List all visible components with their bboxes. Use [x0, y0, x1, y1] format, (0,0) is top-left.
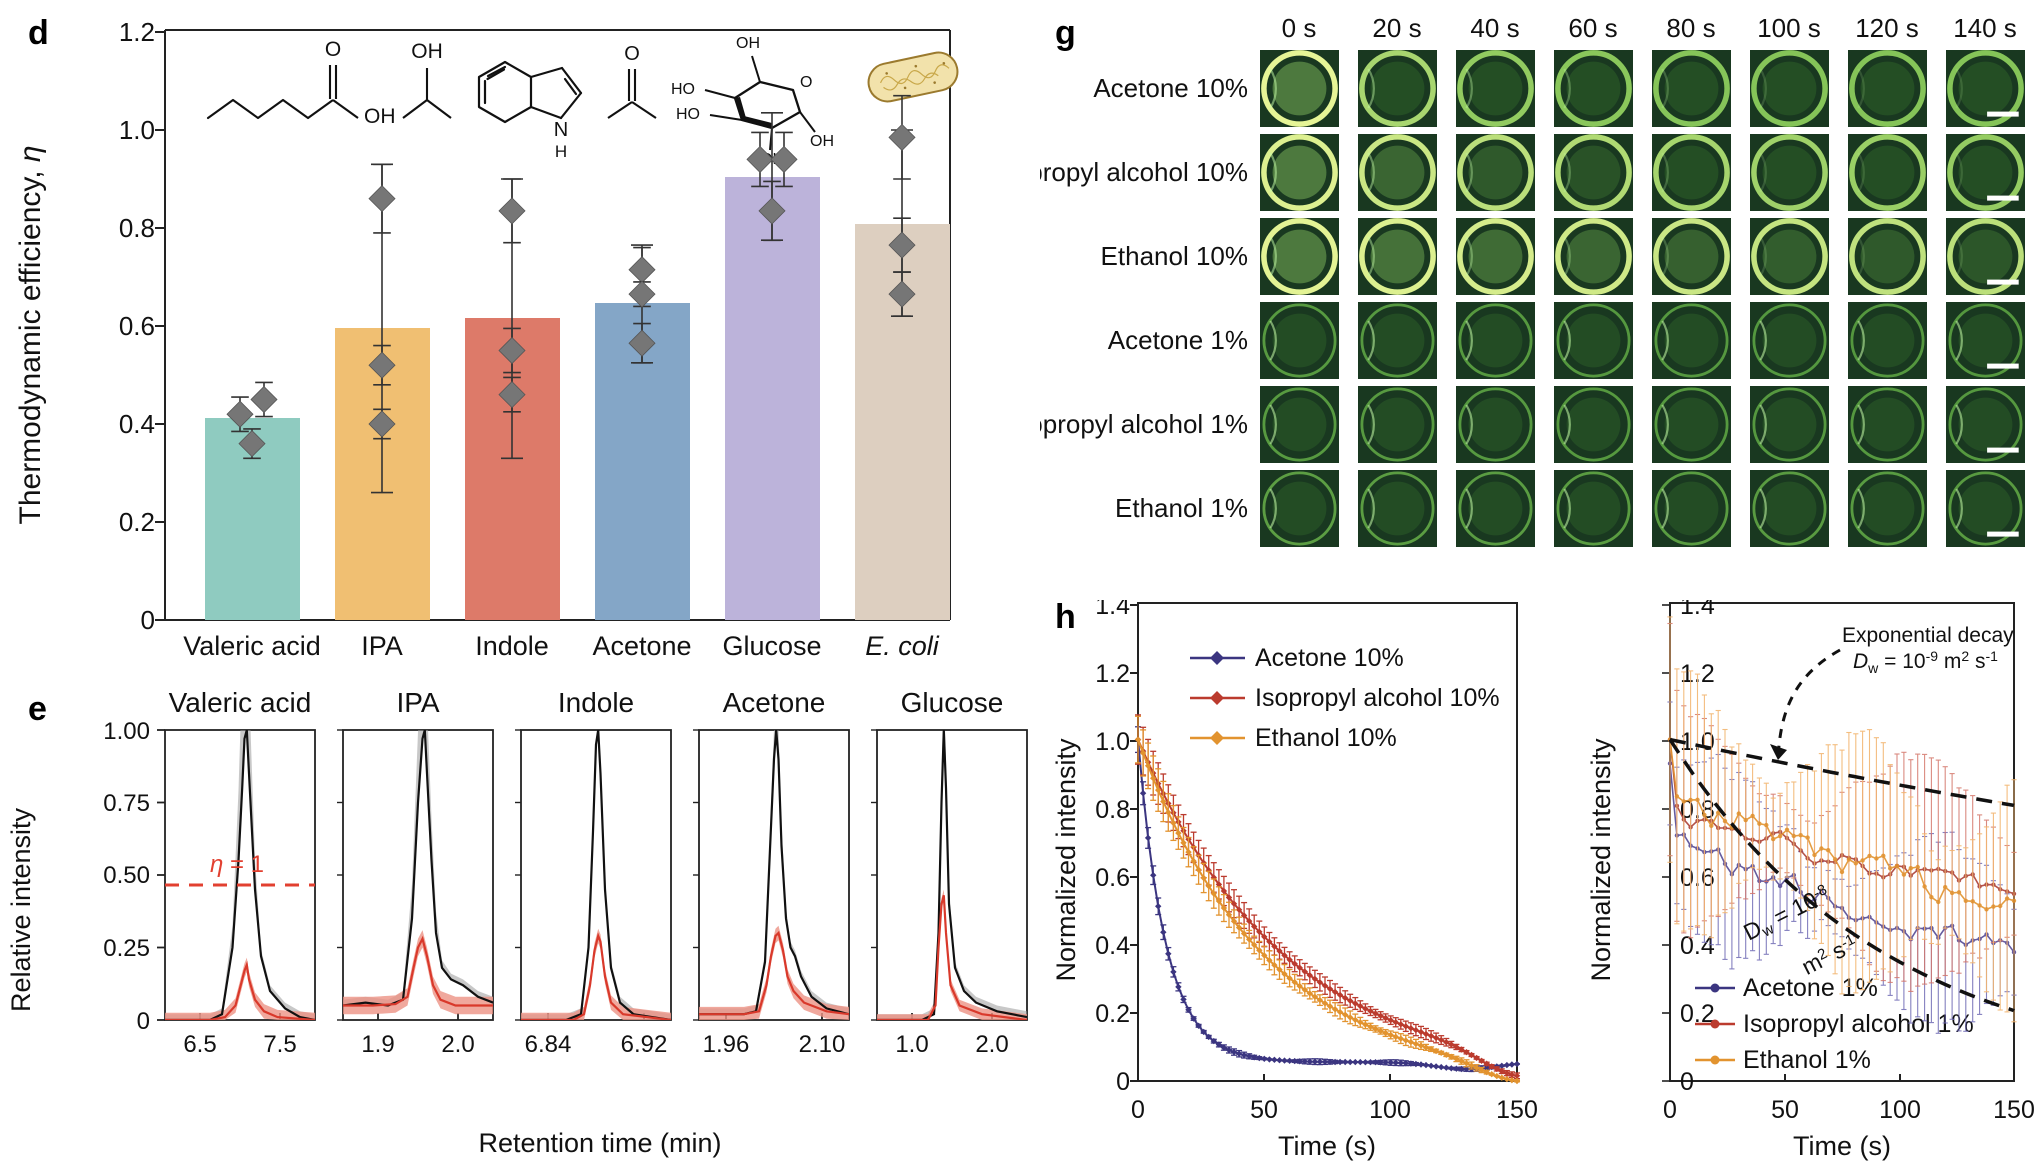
svg-text:50: 50: [1250, 1096, 1278, 1124]
svg-text:1.0: 1.0: [1095, 728, 1130, 756]
svg-text:6.84: 6.84: [525, 1031, 572, 1058]
svg-text:m2 s-1: m2 s-1: [1797, 930, 1861, 980]
svg-text:Thermodynamic efficiency, η: Thermodynamic efficiency, η: [14, 145, 47, 524]
svg-text:Acetone: Acetone: [592, 631, 691, 660]
svg-text:2.0: 2.0: [441, 1031, 474, 1058]
svg-text:OH: OH: [736, 35, 760, 52]
svg-text:Glucose: Glucose: [722, 631, 821, 660]
svg-text:1.96: 1.96: [703, 1031, 750, 1058]
svg-text:2.0: 2.0: [975, 1031, 1008, 1058]
svg-text:0: 0: [1663, 1096, 1677, 1124]
svg-text:0.75: 0.75: [103, 790, 150, 817]
svg-text:N: N: [554, 119, 568, 141]
svg-text:150: 150: [1496, 1096, 1538, 1124]
svg-text:0: 0: [137, 1008, 150, 1035]
svg-text:0: 0: [141, 605, 155, 635]
svg-text:HO: HO: [671, 81, 695, 98]
svg-text:Isopropyl alcohol 10%: Isopropyl alcohol 10%: [1255, 684, 1500, 712]
svg-text:40 s: 40 s: [1470, 13, 1519, 43]
svg-text:100: 100: [1879, 1096, 1921, 1124]
svg-text:O: O: [800, 74, 812, 91]
svg-text:0.25: 0.25: [103, 935, 150, 962]
svg-text:1.9: 1.9: [361, 1031, 394, 1058]
svg-text:1.4: 1.4: [1680, 600, 1715, 620]
svg-text:0.4: 0.4: [119, 409, 155, 439]
svg-text:Retention time (min): Retention time (min): [478, 1128, 721, 1158]
svg-text:Isopropyl alcohol 10%: Isopropyl alcohol 10%: [1040, 157, 1248, 187]
svg-text:0.50: 0.50: [103, 862, 150, 889]
svg-text:Acetone: Acetone: [723, 690, 826, 718]
svg-text:Exponential decay: Exponential decay: [1842, 624, 2014, 647]
svg-text:1.0: 1.0: [119, 115, 155, 145]
svg-text:Normalized intensity: Normalized intensity: [1051, 738, 1081, 982]
svg-text:E. coli: E. coli: [865, 631, 940, 660]
svg-text:Relative intensity: Relative intensity: [6, 807, 36, 1012]
svg-text:Glucose: Glucose: [901, 690, 1004, 718]
svg-text:IPA: IPA: [361, 631, 403, 660]
svg-text:H: H: [555, 142, 567, 161]
svg-text:0.4: 0.4: [1680, 932, 1715, 960]
svg-text:OH: OH: [364, 105, 396, 128]
svg-text:O: O: [325, 38, 341, 61]
svg-text:OH: OH: [810, 133, 834, 150]
svg-text:80 s: 80 s: [1666, 13, 1715, 43]
svg-text:Isopropyl alcohol 1%: Isopropyl alcohol 1%: [1040, 409, 1248, 439]
svg-text:η = 1: η = 1: [210, 851, 264, 878]
svg-text:2.10: 2.10: [799, 1031, 846, 1058]
svg-text:150: 150: [1993, 1096, 2035, 1124]
svg-text:60 s: 60 s: [1568, 13, 1617, 43]
svg-text:7.5: 7.5: [263, 1031, 296, 1058]
svg-text:20 s: 20 s: [1372, 13, 1421, 43]
svg-text:Ethanol 10%: Ethanol 10%: [1255, 724, 1397, 752]
svg-text:0.8: 0.8: [119, 213, 155, 243]
svg-text:Time (s): Time (s): [1793, 1131, 1891, 1161]
svg-text:O: O: [624, 43, 640, 65]
svg-text:Ethanol 1%: Ethanol 1%: [1115, 493, 1248, 523]
svg-text:OH: OH: [411, 40, 443, 63]
svg-text:0 s: 0 s: [1282, 13, 1317, 43]
svg-text:100: 100: [1369, 1096, 1411, 1124]
svg-text:Acetone 10%: Acetone 10%: [1093, 73, 1248, 103]
svg-text:120 s: 120 s: [1855, 13, 1919, 43]
svg-text:0.2: 0.2: [119, 507, 155, 537]
svg-text:1.2: 1.2: [1095, 660, 1130, 688]
svg-text:1.00: 1.00: [103, 718, 150, 745]
svg-text:0: 0: [1131, 1096, 1145, 1124]
svg-text:1.2: 1.2: [119, 17, 155, 47]
svg-text:HO: HO: [676, 106, 700, 123]
svg-text:Indole: Indole: [558, 690, 634, 718]
svg-text:Valeric acid: Valeric acid: [169, 690, 312, 718]
svg-text:0: 0: [1116, 1068, 1130, 1096]
svg-text:1.4: 1.4: [1095, 600, 1130, 620]
svg-text:0: 0: [1680, 1068, 1694, 1096]
svg-text:IPA: IPA: [396, 690, 439, 718]
svg-text:0.8: 0.8: [1095, 796, 1130, 824]
svg-text:140 s: 140 s: [1953, 13, 2017, 43]
svg-text:Indole: Indole: [475, 631, 549, 660]
svg-text:100 s: 100 s: [1757, 13, 1821, 43]
svg-text:6.5: 6.5: [183, 1031, 216, 1058]
svg-text:6.92: 6.92: [621, 1031, 668, 1058]
svg-text:Acetone 1%: Acetone 1%: [1108, 325, 1248, 355]
svg-text:Time (s): Time (s): [1278, 1131, 1376, 1161]
svg-text:0.6: 0.6: [1095, 864, 1130, 892]
svg-text:0.6: 0.6: [119, 311, 155, 341]
svg-text:Acetone 10%: Acetone 10%: [1255, 644, 1404, 672]
svg-text:0.2: 0.2: [1095, 1000, 1130, 1028]
svg-text:Dw = 10-9 m2 s-1: Dw = 10-9 m2 s-1: [1853, 648, 1998, 676]
svg-text:1.0: 1.0: [895, 1031, 928, 1058]
svg-text:Valeric acid: Valeric acid: [183, 631, 321, 660]
svg-text:Ethanol 1%: Ethanol 1%: [1743, 1046, 1871, 1074]
svg-text:Ethanol 10%: Ethanol 10%: [1101, 241, 1248, 271]
svg-text:50: 50: [1771, 1096, 1799, 1124]
svg-text:Normalized intensity: Normalized intensity: [1586, 738, 1616, 982]
svg-text:0.4: 0.4: [1095, 932, 1130, 960]
